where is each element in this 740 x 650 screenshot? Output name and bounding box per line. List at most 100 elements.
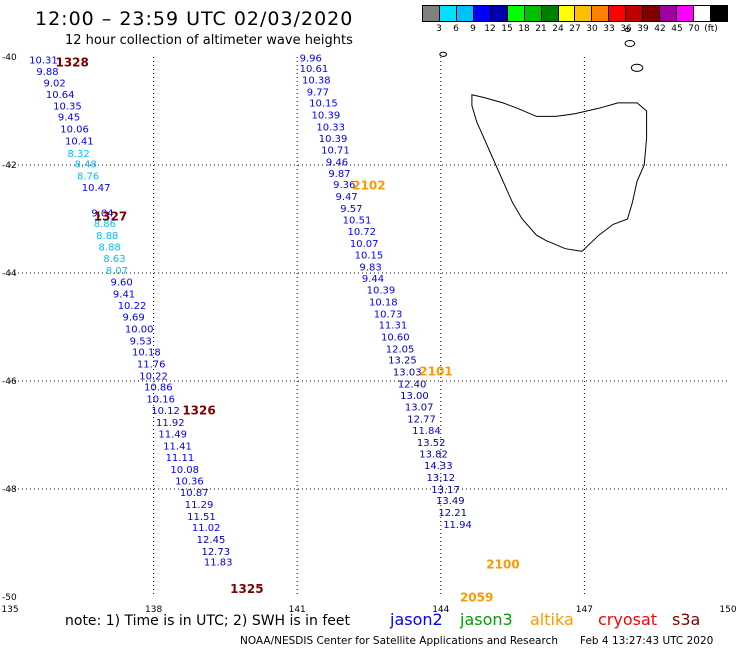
wave-height-value: 13.52	[417, 438, 446, 449]
wave-height-value: 9.46	[326, 158, 348, 169]
wave-height-value: 10.38	[302, 75, 331, 86]
lat-tick-label: -42	[2, 161, 17, 171]
wave-height-value: 9.69	[122, 313, 144, 324]
wave-height-value: 11.84	[412, 426, 441, 437]
wave-height-value: 12.05	[386, 344, 415, 355]
wave-height-value: 12.21	[438, 508, 467, 519]
wave-height-value: 12.45	[197, 535, 226, 546]
satellite-jason3: jason3	[460, 610, 513, 629]
lat-tick-label: -44	[2, 269, 17, 279]
wave-height-value: 11.51	[187, 512, 216, 523]
wave-height-value: 11.41	[163, 442, 192, 453]
legend-label: 30	[586, 24, 598, 34]
wave-height-value: 10.07	[350, 239, 379, 250]
island-outline	[630, 63, 644, 72]
wave-height-value: 13.49	[436, 496, 465, 507]
legend-swatch	[575, 6, 593, 21]
legend-label: 33	[603, 24, 615, 34]
lat-tick-label: -50	[2, 593, 17, 603]
wave-height-value: 10.41	[65, 136, 94, 147]
satellite-s3a: s3a	[672, 610, 701, 629]
legend-swatch	[524, 6, 542, 21]
legend-label: 27	[569, 24, 581, 34]
wave-height-value: 10.18	[132, 348, 161, 359]
wave-height-value: 12.40	[398, 379, 427, 390]
pass-number-label: 1325	[230, 582, 263, 596]
lat-tick-label: -46	[2, 377, 17, 387]
wave-height-value: 10.72	[347, 227, 376, 238]
wave-height-value: 10.35	[53, 101, 82, 112]
wave-height-value: 10.15	[355, 250, 384, 261]
wave-height-value: 9.36	[333, 180, 355, 191]
legend-label: 45	[671, 24, 683, 34]
wave-height-value: 8.76	[77, 172, 99, 183]
legend-swatch	[626, 6, 644, 21]
legend-swatch	[456, 6, 474, 21]
satellite-altika: altika	[530, 610, 574, 629]
wave-height-value: 10.00	[125, 324, 154, 335]
wave-height-value: 10.39	[367, 286, 396, 297]
pass-number-label: 1326	[182, 404, 215, 418]
wave-height-value: 8.48	[75, 160, 97, 171]
lat-tick-label: -40	[2, 53, 17, 63]
wave-height-value: 11.92	[156, 418, 185, 429]
pass-number-label: 1327	[94, 209, 127, 223]
lon-tick-label: 141	[289, 605, 306, 615]
wave-height-value: 12.73	[201, 547, 230, 558]
wave-height-value: 10.64	[46, 90, 75, 101]
wave-height-value: 11.11	[166, 453, 195, 464]
lon-tick-label: 150	[719, 605, 736, 615]
legend-label: 21	[535, 24, 547, 34]
wave-height-value: 8.32	[67, 149, 89, 160]
wave-height-value: 9.02	[44, 79, 66, 90]
wave-height-value: 14.33	[424, 461, 453, 472]
wave-height-value: 10.39	[312, 111, 341, 122]
wave-height-value: 13.25	[388, 356, 417, 367]
wave-height-value: 10.60	[381, 333, 410, 344]
legend-label: 18	[518, 24, 530, 34]
legend-swatch	[592, 6, 610, 21]
legend-swatch	[710, 6, 727, 21]
graticule	[10, 57, 728, 597]
legend-swatch	[660, 6, 678, 21]
legend-swatch	[541, 6, 559, 21]
wave-height-value: 9.41	[113, 289, 135, 300]
color-scale-legend: 3 6 9 12 15 18 21 24 27 30 33 36 39 42 45 70 (ft)	[422, 5, 728, 35]
lon-tick-label: 138	[145, 605, 162, 615]
wave-height-value: 10.16	[146, 395, 175, 406]
legend-swatch	[558, 6, 576, 21]
wave-height-value: 11.94	[443, 520, 472, 531]
lon-tick-label: 135	[1, 605, 18, 615]
wave-height-value: 9.60	[111, 277, 133, 288]
wave-height-value: 10.06	[60, 125, 89, 136]
color-scale-swatches	[422, 5, 728, 22]
wave-height-value: 9.96	[300, 53, 322, 64]
coastline	[471, 94, 648, 252]
legend-label: 15	[501, 24, 513, 34]
wave-height-value: 13.00	[400, 391, 429, 402]
legend-label: 3	[436, 24, 442, 34]
wave-height-value: 10.87	[180, 488, 209, 499]
wave-height-value: 10.61	[300, 64, 329, 75]
island-outline	[624, 40, 636, 47]
wave-height-value: 10.22	[139, 371, 168, 382]
legend-swatch	[643, 6, 661, 21]
lon-tick-label: 144	[432, 605, 449, 615]
wave-height-value: 12.77	[407, 415, 436, 426]
wave-height-value: 11.02	[192, 523, 221, 534]
island-outline	[439, 51, 448, 57]
lon-tick-label: 147	[576, 605, 593, 615]
legend-swatch	[609, 6, 627, 21]
legend-label: 70	[688, 24, 700, 34]
legend-label: 39	[637, 24, 649, 34]
legend-swatch	[507, 6, 525, 21]
legend-label: 12	[484, 24, 496, 34]
legend-label: 24	[552, 24, 564, 34]
wave-height-value: 10.08	[170, 465, 199, 476]
legend-swatch	[490, 6, 508, 21]
wave-height-value: 10.39	[319, 134, 348, 145]
wave-height-value: 9.47	[335, 192, 357, 203]
satellite-cryosat: cryosat	[598, 610, 658, 629]
pass-number-label: 2100	[486, 558, 519, 572]
wave-height-value: 10.33	[316, 122, 345, 133]
